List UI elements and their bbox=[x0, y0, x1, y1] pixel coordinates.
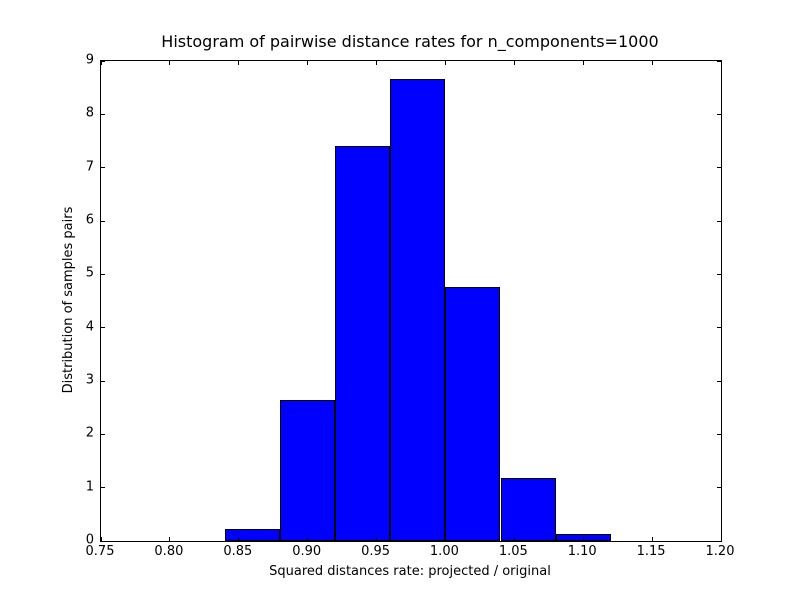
y-tick-mark bbox=[101, 113, 105, 115]
x-tick-label: 0.85 bbox=[223, 544, 253, 559]
y-tick-mark bbox=[717, 273, 721, 275]
y-tick-label: 4 bbox=[85, 319, 94, 335]
plot-area bbox=[100, 60, 722, 542]
y-tick-mark bbox=[101, 380, 105, 382]
y-tick-mark bbox=[717, 433, 721, 435]
x-tick-mark bbox=[651, 537, 653, 541]
y-tick-label: 9 bbox=[85, 52, 94, 68]
y-tick-mark bbox=[717, 540, 721, 542]
y-tick-label: 7 bbox=[85, 159, 94, 175]
x-tick-mark bbox=[100, 61, 102, 65]
x-tick-label: 0.95 bbox=[361, 544, 391, 559]
y-tick-mark bbox=[717, 380, 721, 382]
x-tick-mark bbox=[238, 61, 240, 65]
x-tick-label: 1.20 bbox=[705, 544, 735, 559]
y-tick-mark bbox=[717, 113, 721, 115]
y-tick-label: 8 bbox=[85, 105, 94, 121]
x-tick-label: 1.05 bbox=[498, 544, 528, 559]
x-tick-mark bbox=[376, 61, 378, 65]
histogram-bar bbox=[500, 477, 556, 541]
y-tick-label: 3 bbox=[85, 372, 94, 388]
x-tick-mark bbox=[169, 61, 171, 65]
y-tick-mark bbox=[717, 487, 721, 489]
y-tick-label: 5 bbox=[85, 265, 94, 281]
y-tick-label: 2 bbox=[85, 425, 94, 441]
y-tick-label: 0 bbox=[85, 532, 94, 548]
x-tick-mark bbox=[720, 537, 722, 541]
histogram-bar bbox=[390, 79, 446, 541]
x-tick-mark bbox=[376, 537, 378, 541]
x-tick-mark bbox=[582, 537, 584, 541]
x-tick-label: 0.75 bbox=[85, 544, 115, 559]
chart-title: Histogram of pairwise distance rates for… bbox=[161, 32, 659, 51]
x-tick-mark bbox=[513, 61, 515, 65]
y-tick-mark bbox=[717, 327, 721, 329]
x-tick-mark bbox=[307, 61, 309, 65]
x-tick-mark bbox=[100, 537, 102, 541]
x-tick-mark bbox=[513, 537, 515, 541]
histogram-bar bbox=[445, 287, 501, 541]
x-tick-mark bbox=[444, 537, 446, 541]
x-tick-mark bbox=[307, 537, 309, 541]
x-tick-mark bbox=[169, 537, 171, 541]
y-tick-mark bbox=[101, 327, 105, 329]
y-tick-mark bbox=[101, 273, 105, 275]
y-tick-mark bbox=[717, 167, 721, 169]
histogram-bar bbox=[280, 400, 336, 541]
histogram-bar bbox=[335, 146, 391, 541]
y-tick-mark bbox=[101, 540, 105, 542]
y-axis-label: Distribution of samples pairs bbox=[61, 206, 76, 394]
x-axis-label: Squared distances rate: projected / orig… bbox=[269, 564, 551, 579]
x-tick-mark bbox=[720, 61, 722, 65]
y-tick-label: 1 bbox=[85, 479, 94, 495]
x-tick-label: 1.15 bbox=[636, 544, 666, 559]
histogram-bar bbox=[225, 529, 281, 541]
x-tick-label: 1.00 bbox=[429, 544, 459, 559]
x-tick-mark bbox=[651, 61, 653, 65]
y-tick-mark bbox=[101, 167, 105, 169]
x-tick-label: 0.80 bbox=[154, 544, 184, 559]
y-tick-label: 6 bbox=[85, 212, 94, 228]
y-tick-mark bbox=[101, 220, 105, 222]
y-tick-mark bbox=[717, 60, 721, 62]
x-tick-mark bbox=[444, 61, 446, 65]
x-tick-mark bbox=[582, 61, 584, 65]
x-tick-mark bbox=[238, 537, 240, 541]
x-tick-label: 1.10 bbox=[567, 544, 597, 559]
y-tick-mark bbox=[101, 60, 105, 62]
y-tick-mark bbox=[101, 433, 105, 435]
y-tick-mark bbox=[717, 220, 721, 222]
x-tick-label: 0.90 bbox=[292, 544, 322, 559]
y-tick-mark bbox=[101, 487, 105, 489]
